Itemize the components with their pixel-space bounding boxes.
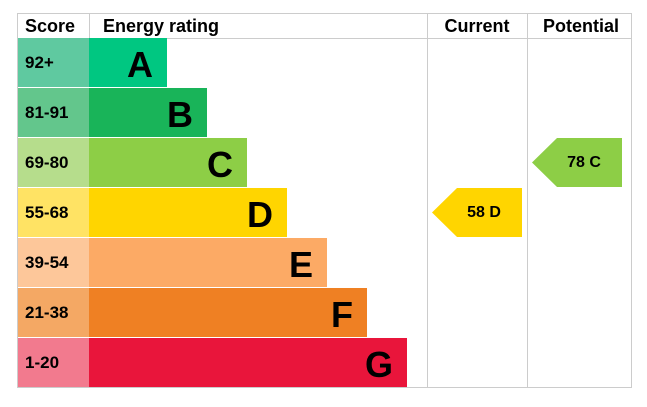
header-rating: Energy rating — [103, 16, 219, 36]
score-label: 92+ — [25, 53, 54, 72]
score-label: 81-91 — [25, 103, 68, 122]
header-score: Score — [25, 16, 75, 36]
header-potential: Potential — [543, 16, 619, 36]
rating-bar — [89, 88, 207, 137]
band-letter: D — [247, 194, 273, 235]
band-letter: E — [289, 244, 313, 285]
score-cell — [18, 38, 89, 87]
rating-bar — [89, 38, 167, 87]
score-label: 1-20 — [25, 353, 59, 372]
frame — [17, 13, 632, 388]
rating-bar — [89, 188, 287, 237]
header-current: Current — [444, 16, 509, 36]
score-cell — [18, 238, 89, 287]
potential-label: 78 C — [567, 154, 601, 171]
potential-arrow — [532, 138, 622, 187]
score-label: 55-68 — [25, 203, 68, 222]
current-label: 58 D — [467, 204, 501, 221]
rating-bar — [89, 288, 367, 337]
score-label: 21-38 — [25, 303, 68, 322]
rating-bar — [89, 338, 407, 387]
score-cell — [18, 338, 89, 387]
band-letter: C — [207, 144, 233, 185]
band-letter: A — [127, 44, 153, 85]
band-letter: F — [331, 294, 353, 335]
band-letter: B — [167, 94, 193, 135]
rating-bar — [89, 138, 247, 187]
score-cell — [18, 88, 89, 137]
score-label: 69-80 — [25, 153, 68, 172]
score-label: 39-54 — [25, 253, 69, 272]
rating-bar — [89, 238, 327, 287]
score-cell — [18, 138, 89, 187]
score-cell — [18, 288, 89, 337]
score-cell — [18, 188, 89, 237]
band-letter: G — [365, 344, 393, 385]
current-arrow — [432, 188, 522, 237]
